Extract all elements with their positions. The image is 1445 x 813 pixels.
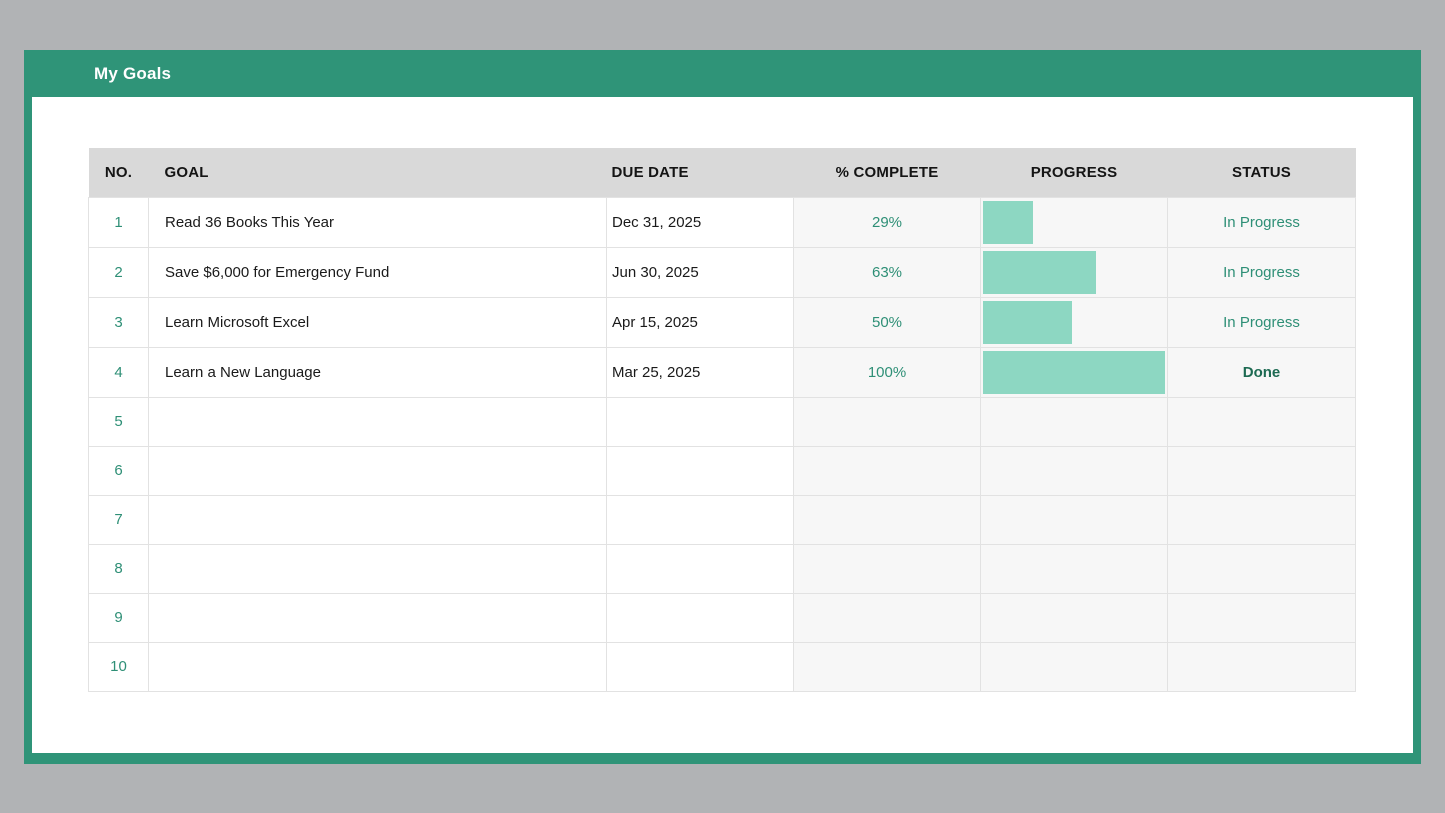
table-row: 1 Read 36 Books This Year Dec 31, 2025 2…	[88, 196, 1356, 248]
cell-progress[interactable]	[980, 346, 1168, 398]
cell-percent-complete[interactable]: 63%	[793, 246, 981, 298]
table-row: 10	[88, 641, 1356, 692]
cell-goal[interactable]	[148, 543, 607, 594]
column-header-percent: % COMPLETE	[793, 148, 981, 197]
table-row: 3 Learn Microsoft Excel Apr 15, 2025 50%…	[88, 296, 1356, 348]
cell-no[interactable]: 6	[88, 445, 149, 496]
cell-no[interactable]: 4	[88, 346, 149, 398]
cell-goal[interactable]	[148, 641, 607, 692]
cell-percent-complete[interactable]: 50%	[793, 296, 981, 348]
cell-progress[interactable]	[980, 396, 1168, 447]
table-row: 7	[88, 494, 1356, 545]
cell-due-date[interactable]	[606, 445, 794, 496]
cell-percent-complete[interactable]	[793, 592, 981, 643]
progress-bar	[983, 300, 1072, 344]
cell-due-date[interactable]	[606, 543, 794, 594]
cell-progress[interactable]	[980, 246, 1168, 298]
table-row: 4 Learn a New Language Mar 25, 2025 100%…	[88, 346, 1356, 398]
cell-no[interactable]: 5	[88, 396, 149, 447]
goals-table: NO. GOAL DUE DATE % COMPLETE PROGRESS ST…	[88, 148, 1356, 692]
table-row: 6	[88, 445, 1356, 496]
column-header-status: STATUS	[1167, 148, 1356, 197]
cell-progress[interactable]	[980, 296, 1168, 348]
cell-percent-complete[interactable]	[793, 445, 981, 496]
cell-due-date[interactable]	[606, 396, 794, 447]
cell-no[interactable]: 2	[88, 246, 149, 298]
cell-status[interactable]	[1167, 494, 1356, 545]
cell-status[interactable]	[1167, 445, 1356, 496]
cell-goal[interactable]	[148, 592, 607, 643]
cell-percent-complete[interactable]	[793, 641, 981, 692]
column-header-due-date: DUE DATE	[606, 148, 794, 197]
cell-goal[interactable]	[148, 445, 607, 496]
progress-bar	[983, 250, 1097, 294]
cell-due-date[interactable]: Dec 31, 2025	[606, 196, 794, 248]
column-header-progress: PROGRESS	[980, 148, 1168, 197]
cell-status[interactable]: Done	[1167, 346, 1356, 398]
cell-due-date[interactable]: Jun 30, 2025	[606, 246, 794, 298]
cell-due-date[interactable]	[606, 494, 794, 545]
goals-card: My Goals NO. GOAL DUE DATE % COMPLETE PR…	[24, 50, 1421, 764]
table-header-row: NO. GOAL DUE DATE % COMPLETE PROGRESS ST…	[88, 148, 1356, 197]
cell-goal[interactable]: Learn Microsoft Excel	[148, 296, 607, 348]
cell-goal[interactable]	[148, 494, 607, 545]
progress-bar	[983, 350, 1165, 394]
cell-percent-complete[interactable]: 100%	[793, 346, 981, 398]
progress-bar	[983, 200, 1033, 244]
cell-status[interactable]	[1167, 592, 1356, 643]
cell-due-date[interactable]: Apr 15, 2025	[606, 296, 794, 348]
cell-no[interactable]: 1	[88, 196, 149, 248]
column-header-goal: GOAL	[148, 148, 607, 197]
cell-no[interactable]: 7	[88, 494, 149, 545]
cell-status[interactable]: In Progress	[1167, 246, 1356, 298]
cell-percent-complete[interactable]	[793, 543, 981, 594]
cell-progress[interactable]	[980, 494, 1168, 545]
cell-goal[interactable]: Read 36 Books This Year	[148, 196, 607, 248]
cell-status[interactable]: In Progress	[1167, 196, 1356, 248]
cell-goal[interactable]	[148, 396, 607, 447]
cell-no[interactable]: 10	[88, 641, 149, 692]
table-row: 9	[88, 592, 1356, 643]
cell-no[interactable]: 3	[88, 296, 149, 348]
cell-progress[interactable]	[980, 641, 1168, 692]
cell-no[interactable]: 9	[88, 592, 149, 643]
cell-percent-complete[interactable]	[793, 396, 981, 447]
cell-progress[interactable]	[980, 196, 1168, 248]
cell-percent-complete[interactable]	[793, 494, 981, 545]
cell-goal[interactable]: Save $6,000 for Emergency Fund	[148, 246, 607, 298]
column-header-no: NO.	[88, 148, 149, 197]
cell-no[interactable]: 8	[88, 543, 149, 594]
cell-percent-complete[interactable]: 29%	[793, 196, 981, 248]
cell-due-date[interactable]	[606, 592, 794, 643]
cell-due-date[interactable]	[606, 641, 794, 692]
cell-status[interactable]: In Progress	[1167, 296, 1356, 348]
table-row: 2 Save $6,000 for Emergency Fund Jun 30,…	[88, 246, 1356, 298]
cell-goal[interactable]: Learn a New Language	[148, 346, 607, 398]
page-title: My Goals	[94, 63, 172, 83]
card-header-bar: My Goals	[24, 50, 1421, 97]
table-row: 5	[88, 396, 1356, 447]
table-row: 8	[88, 543, 1356, 594]
cell-progress[interactable]	[980, 592, 1168, 643]
cell-due-date[interactable]: Mar 25, 2025	[606, 346, 794, 398]
cell-status[interactable]	[1167, 543, 1356, 594]
card-body: NO. GOAL DUE DATE % COMPLETE PROGRESS ST…	[32, 97, 1413, 753]
cell-status[interactable]	[1167, 396, 1356, 447]
cell-progress[interactable]	[980, 543, 1168, 594]
cell-status[interactable]	[1167, 641, 1356, 692]
cell-progress[interactable]	[980, 445, 1168, 496]
